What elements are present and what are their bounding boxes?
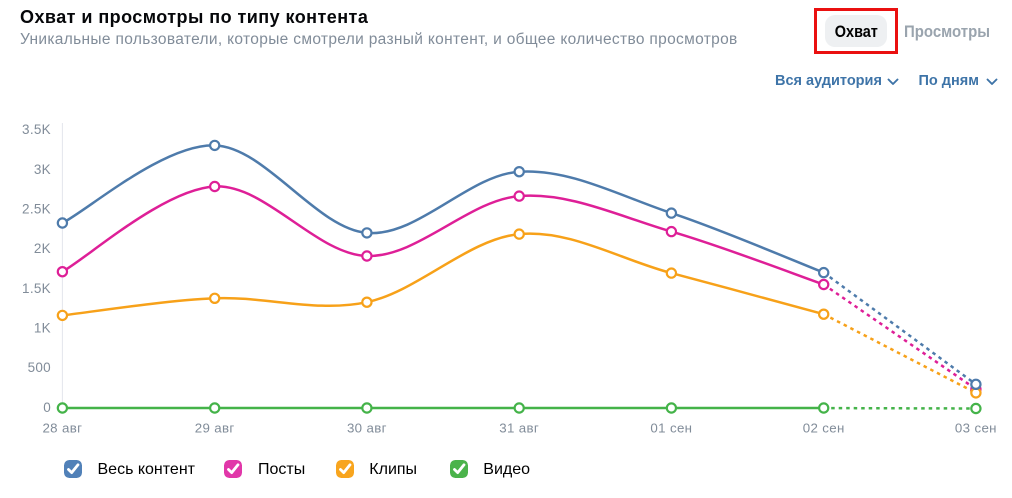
svg-text:28 авг: 28 авг	[42, 421, 82, 436]
svg-text:1K: 1K	[34, 321, 51, 336]
svg-text:3.5K: 3.5K	[22, 122, 51, 137]
svg-text:03 сен: 03 сен	[955, 421, 997, 436]
svg-text:3K: 3K	[34, 162, 51, 177]
svg-text:01 сен: 01 сен	[650, 421, 692, 436]
svg-text:1.5K: 1.5K	[22, 281, 51, 296]
svg-text:0: 0	[43, 400, 51, 415]
svg-text:2K: 2K	[34, 241, 51, 256]
svg-text:02 сен: 02 сен	[803, 421, 845, 436]
svg-text:30 авг: 30 авг	[347, 421, 387, 436]
svg-text:29 авг: 29 авг	[195, 421, 235, 436]
svg-text:2.5K: 2.5K	[22, 202, 51, 217]
svg-text:500: 500	[28, 360, 51, 375]
svg-text:31 авг: 31 авг	[499, 421, 539, 436]
